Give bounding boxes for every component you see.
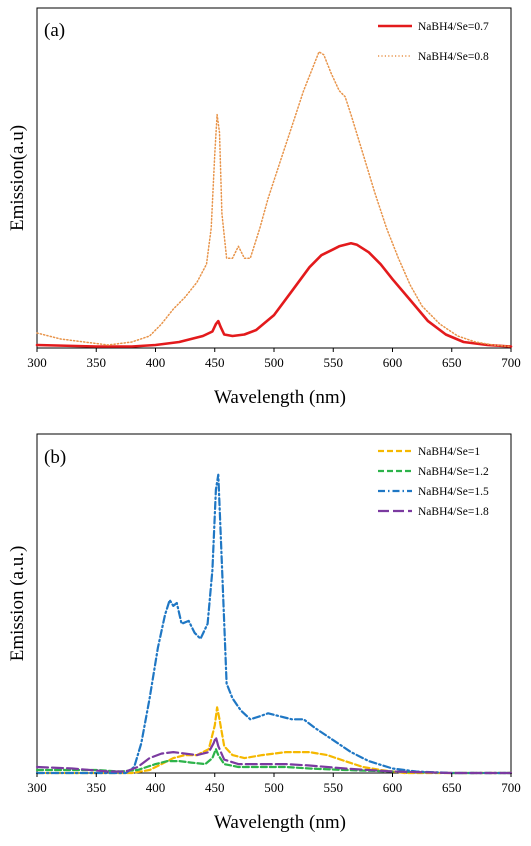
x-tick-label: 450 — [205, 780, 225, 795]
legend-label-2: NaBH4/Se=1.2 — [418, 466, 489, 478]
x-tick-label: 400 — [146, 780, 166, 795]
x-tick-label: 600 — [383, 780, 403, 795]
panel-label: (a) — [44, 20, 65, 41]
panel-b: 300 350 400 450 500 550 600 650 700 Wavelength (n… — [7, 433, 521, 833]
x-tick-label: 300 — [27, 780, 47, 795]
panel-a: 300 350 400 450 500 550 600 650 700 Wavelength (n… — [7, 7, 521, 408]
x-tick-label: 550 — [324, 780, 344, 795]
x-tick-label: 400 — [146, 355, 166, 370]
series-line-2 — [36, 51, 512, 348]
series-line-2 — [35, 748, 513, 775]
x-tick-label: 600 — [383, 355, 403, 370]
x-tick-label: 700 — [501, 780, 521, 795]
y-axis-label: Emission (a.u.) — [7, 546, 28, 662]
legend-label-2: NaBH4/Se=0.8 — [418, 51, 489, 63]
x-tick-label: 350 — [87, 355, 107, 370]
x-tick-label: 700 — [501, 355, 521, 370]
x-axis-label: Wavelength (nm) — [214, 812, 346, 833]
y-axis-label: Emission(a.u) — [7, 125, 28, 231]
x-axis-label: Wavelength (nm) — [214, 387, 346, 408]
legend-label-4: NaBH4/Se=1.8 — [418, 506, 489, 518]
x-tick-label: 500 — [264, 355, 284, 370]
x-tick-label: 500 — [264, 780, 284, 795]
x-tick-label: 450 — [205, 355, 225, 370]
series-line-3 — [35, 473, 513, 775]
x-tick-label: 350 — [87, 780, 107, 795]
legend-label-1: NaBH4/Se=0.7 — [418, 21, 489, 33]
series-line-1 — [35, 706, 513, 775]
x-tick-label: 650 — [442, 780, 462, 795]
x-tick-label: 300 — [27, 355, 47, 370]
x-tick-label: 650 — [442, 355, 462, 370]
plot-frame — [36, 433, 512, 774]
series-line-4 — [35, 736, 513, 775]
series-line-1 — [35, 242, 513, 348]
legend-label-3: NaBH4/Se=1.5 — [418, 486, 489, 498]
x-tick-label: 550 — [324, 355, 344, 370]
legend-label-1: NaBH4/Se=1 — [418, 446, 480, 458]
panel-label: (b) — [44, 447, 66, 468]
